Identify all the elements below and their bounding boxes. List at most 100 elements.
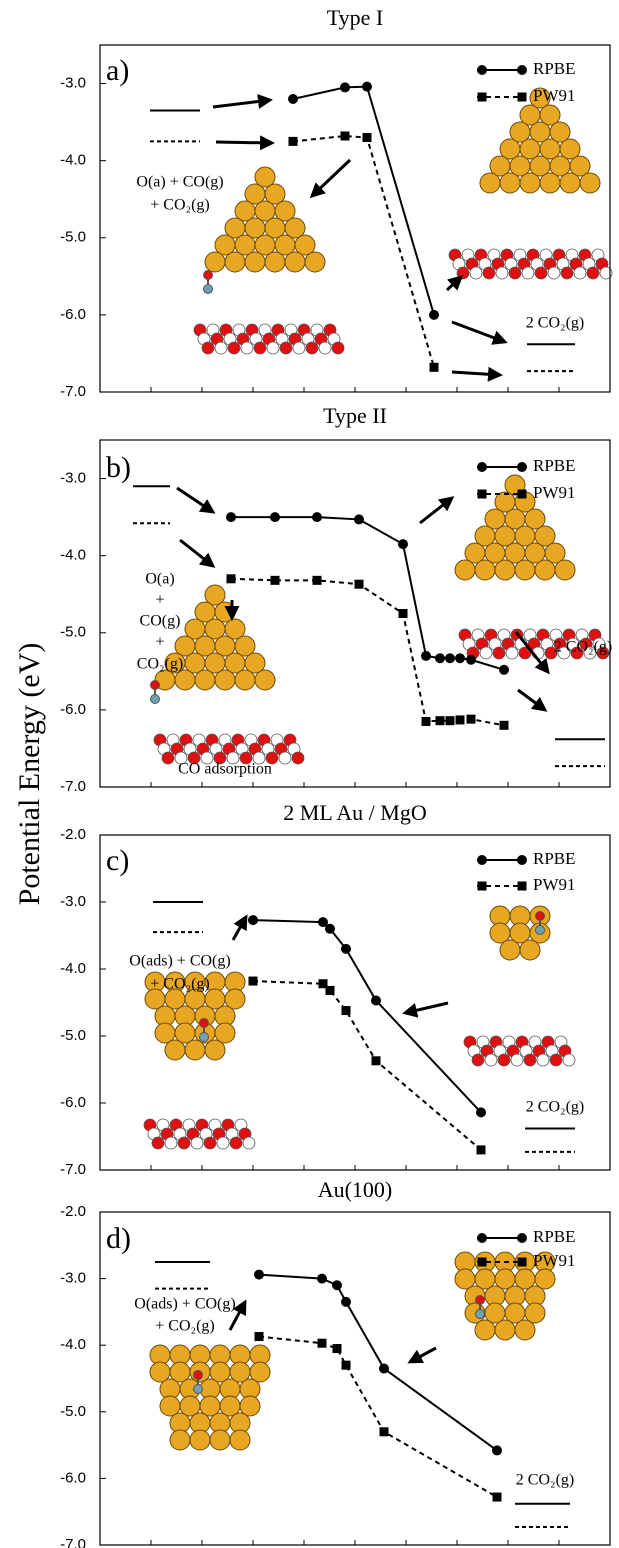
point [466, 655, 476, 665]
point [362, 82, 372, 92]
au-atom [455, 560, 475, 580]
au-atom [475, 560, 495, 580]
y-tick-label: -6.0 [60, 306, 86, 323]
au-atom [580, 173, 600, 193]
point [288, 94, 298, 104]
mg-atom [563, 1054, 575, 1066]
legend-marker [477, 462, 487, 472]
c-atom [204, 285, 213, 294]
y-tick-label: -6.0 [60, 1469, 86, 1486]
series-line [253, 981, 481, 1150]
y-tick-label: -5.0 [60, 229, 86, 246]
point [342, 1361, 351, 1370]
o-atom [587, 267, 599, 279]
point [332, 1280, 342, 1290]
arrow [410, 1348, 436, 1362]
point [270, 512, 280, 522]
point [318, 1339, 327, 1348]
point [342, 1006, 351, 1015]
point [313, 576, 322, 585]
cluster [155, 585, 275, 690]
point [355, 580, 364, 589]
annotation: + CO₂(g) [155, 1318, 214, 1335]
o-atom [476, 1296, 485, 1305]
annotation: + CO₂(g) [150, 976, 209, 993]
mg-atom [548, 267, 560, 279]
au-atom [520, 940, 540, 960]
annotation: 2 CO₂(g) [526, 1099, 584, 1116]
point [499, 665, 509, 675]
legend-marker [477, 1233, 487, 1243]
point [354, 514, 364, 524]
y-tick-label: -5.0 [60, 1027, 86, 1044]
arrow [420, 498, 452, 523]
au-atom [305, 252, 325, 272]
au-atom [205, 1040, 225, 1060]
arrow [452, 322, 505, 342]
y-tick-label: -4.0 [60, 960, 86, 977]
o-atom [561, 267, 573, 279]
arrow [177, 488, 213, 512]
point [500, 721, 509, 730]
annotation: + [155, 592, 164, 609]
point [227, 574, 236, 583]
o-atom [204, 271, 213, 280]
point [341, 944, 351, 954]
mg-atom [293, 342, 305, 354]
point [226, 512, 236, 522]
point [492, 1445, 502, 1455]
point [445, 653, 455, 663]
c-atom [476, 1310, 485, 1319]
o-atom [292, 752, 304, 764]
annotation: O(a) + CO(g) [136, 174, 223, 191]
point [493, 1493, 502, 1502]
au-atom [205, 252, 225, 272]
au-atom [235, 670, 255, 690]
legend-label: RPBE [533, 456, 576, 475]
panel-title: Type II [323, 403, 387, 428]
o-atom [509, 267, 521, 279]
o-atom [332, 342, 344, 354]
au-atom [500, 173, 520, 193]
o-atom [280, 342, 292, 354]
mg-atom [480, 647, 492, 659]
o-atom [194, 1371, 203, 1380]
o-atom [306, 342, 318, 354]
panel-label: a) [106, 54, 129, 87]
mg-atom [319, 342, 331, 354]
legend-label: PW91 [533, 875, 576, 894]
annotation: O(ads) + CO(g) [134, 1296, 235, 1313]
au-atom [555, 560, 575, 580]
point [477, 1145, 486, 1154]
o-atom [536, 912, 545, 921]
annotation: CO adsorption [178, 761, 272, 778]
arrow [180, 540, 213, 566]
au-atom [515, 560, 535, 580]
y-tick-label: -7.0 [60, 778, 86, 795]
au-atom [535, 560, 555, 580]
point [398, 539, 408, 549]
arrow [518, 690, 545, 710]
legend-label: RPBE [533, 849, 576, 868]
o-atom [162, 752, 174, 764]
y-tick-label: -4.0 [60, 1336, 86, 1353]
au-atom [175, 670, 195, 690]
point [429, 310, 439, 320]
mg-atom [191, 1137, 203, 1149]
series-line [231, 579, 504, 726]
au-atom [515, 1320, 535, 1340]
annotation: O(a) [145, 571, 174, 588]
au-atom [500, 940, 520, 960]
cluster [150, 1345, 270, 1450]
panel-title: Au(100) [318, 1177, 393, 1202]
au-atom [495, 1320, 515, 1340]
c-atom [536, 926, 545, 935]
series-line [259, 1275, 497, 1451]
o-atom [228, 342, 240, 354]
au-atom [540, 173, 560, 193]
annotation: + [155, 634, 164, 651]
series-line [253, 920, 481, 1112]
y-tick-label: -3.0 [60, 1270, 86, 1287]
annotation: O(ads) + CO(g) [129, 953, 230, 970]
annotation: CO(g) [140, 613, 181, 630]
